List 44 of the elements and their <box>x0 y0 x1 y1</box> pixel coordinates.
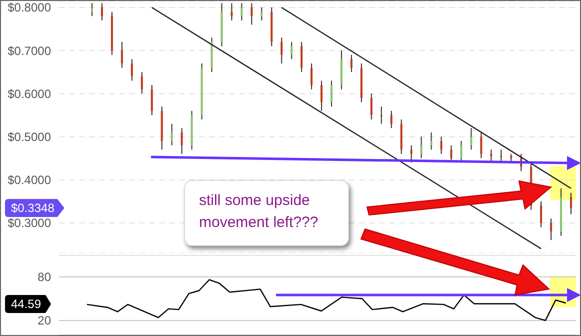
candlestick <box>90 2 93 17</box>
candlestick <box>170 123 173 146</box>
candlestick <box>490 149 492 164</box>
candlestick <box>300 41 303 73</box>
candlestick <box>350 54 352 73</box>
candlestick <box>260 6 263 21</box>
candlestick <box>380 106 382 124</box>
candlestick <box>430 132 432 150</box>
candlestick <box>370 93 372 120</box>
candlestick <box>290 41 293 60</box>
candlestick <box>230 2 233 21</box>
candlestick <box>410 144 412 164</box>
candlestick <box>100 2 103 21</box>
y-tick-label: $0.8000 <box>8 0 52 15</box>
candlestick <box>120 41 123 68</box>
y-tick-label: 20 <box>38 314 52 328</box>
candlestick <box>470 128 472 150</box>
candlestick <box>550 218 552 241</box>
y-tick-label: $0.5000 <box>8 130 52 144</box>
text: 44.59 <box>5 295 52 313</box>
candlestick <box>330 80 332 108</box>
candlestick <box>570 192 572 215</box>
y-tick-label: 80 <box>38 270 52 284</box>
candlestick <box>540 200 542 228</box>
candlestick <box>130 58 133 82</box>
candlestick <box>500 149 502 164</box>
candlestick <box>140 72 143 94</box>
y-tick-label: $0.3000 <box>8 216 52 230</box>
candlestick <box>250 2 253 26</box>
candlestick <box>480 132 482 159</box>
y-tick-label: $0.6000 <box>8 86 52 101</box>
text: $0.3348 <box>5 199 64 217</box>
candlestick <box>180 128 183 154</box>
candlestick <box>440 136 442 154</box>
candlestick <box>420 136 422 159</box>
candlestick <box>320 80 323 112</box>
y-tick-label: $0.4000 <box>8 173 52 188</box>
candlestick <box>280 37 283 64</box>
y-tick-label: $0.7000 <box>8 44 52 58</box>
candlestick <box>240 2 243 21</box>
candlestick <box>150 84 153 116</box>
annotation: still some upside movement left??? <box>184 180 349 246</box>
candlestick <box>390 110 392 129</box>
candlestick <box>310 62 313 90</box>
